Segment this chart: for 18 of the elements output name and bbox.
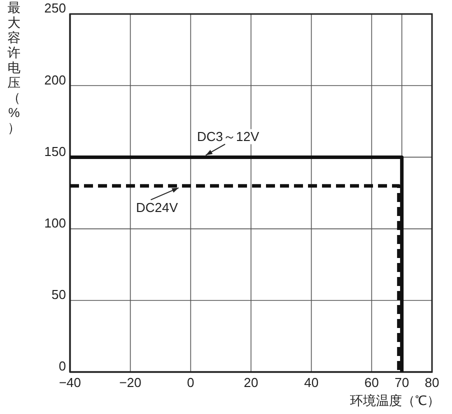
x-axis-title: 环境温度（℃） <box>350 393 440 408</box>
x-tick-label: 0 <box>187 375 194 390</box>
y-tick-label: 150 <box>44 144 66 159</box>
text: 最大容许电压（%） <box>8 0 20 135</box>
x-tick-label: 40 <box>304 375 319 390</box>
series-label: DC3～12V <box>197 129 260 144</box>
x-tick-label: 20 <box>244 375 258 390</box>
x-tick-label: −40 <box>58 375 82 390</box>
x-tick-label: −20 <box>119 375 142 390</box>
series-label: DC24V <box>136 200 178 215</box>
x-tick-label: 70 <box>394 375 410 390</box>
y-tick-label: 0 <box>58 358 66 374</box>
x-tick-label: 80 <box>424 375 440 390</box>
y-tick-label: 250 <box>44 0 66 16</box>
y-tick-label: 200 <box>44 72 66 88</box>
x-tick-label: 60 <box>364 375 379 390</box>
y-tick-label: 100 <box>44 216 66 230</box>
y-tick-label: 50 <box>52 287 66 302</box>
